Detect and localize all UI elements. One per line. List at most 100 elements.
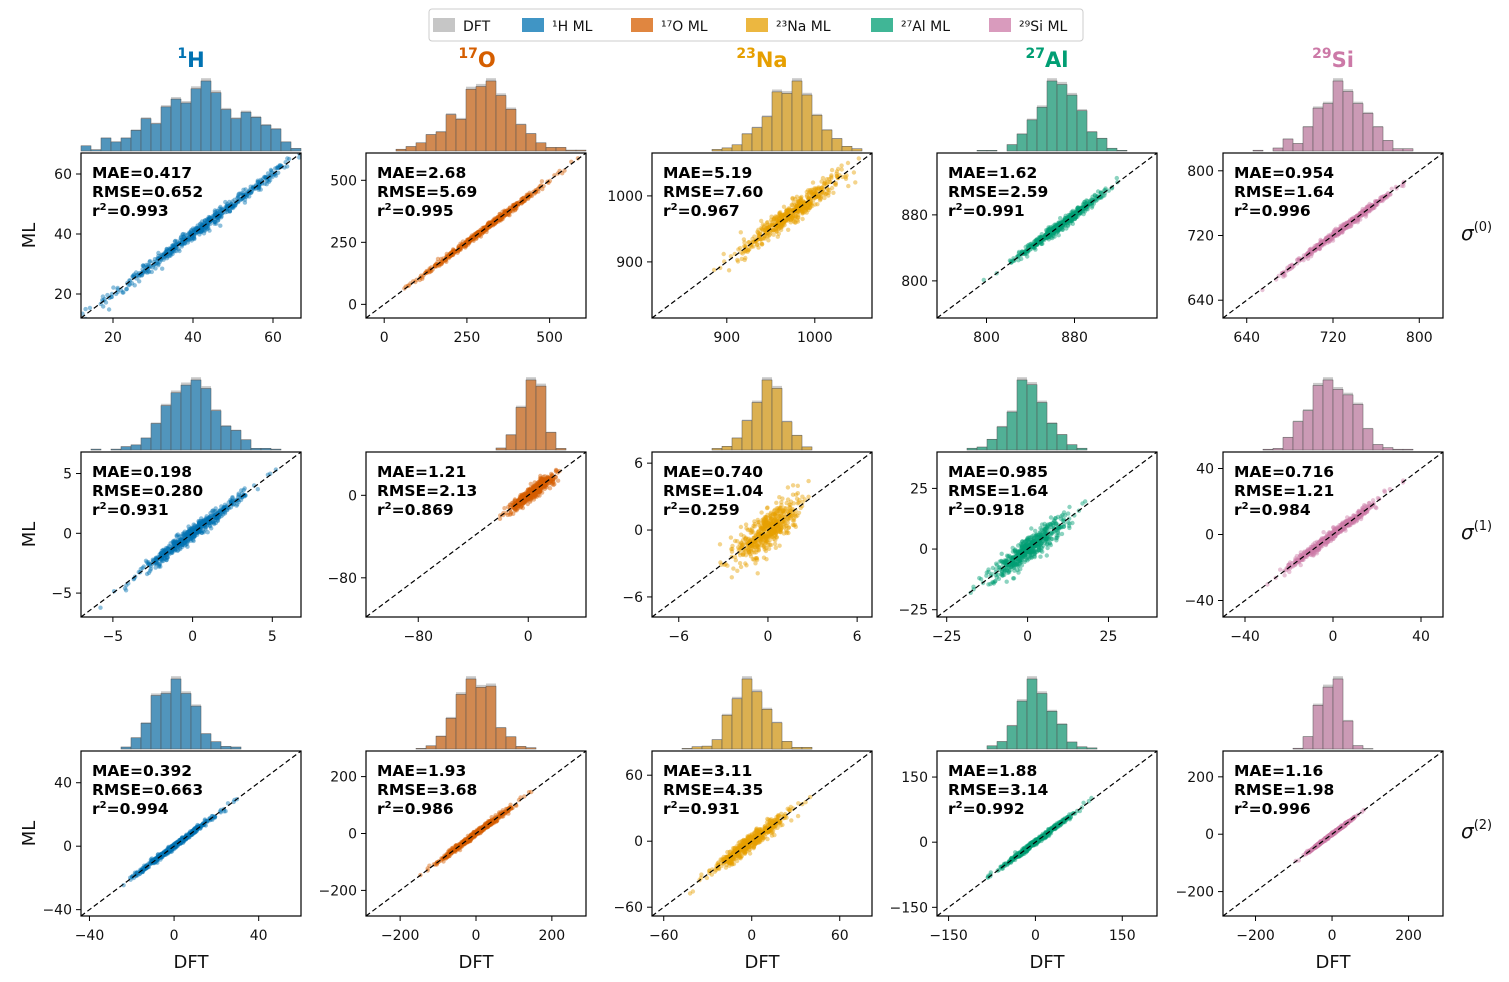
marginal-histogram — [91, 377, 281, 450]
data-point — [186, 530, 190, 534]
data-point — [756, 245, 760, 249]
hist-bar-ml — [842, 146, 852, 151]
data-point — [759, 526, 763, 530]
data-point — [742, 244, 746, 248]
hist-bar-ml — [722, 446, 732, 450]
data-point — [749, 528, 753, 532]
data-point — [744, 563, 748, 567]
metric-rmse: RMSE=7.60 — [663, 183, 764, 201]
data-point — [197, 520, 201, 524]
data-point — [1012, 576, 1016, 580]
data-point — [750, 544, 754, 548]
hist-bar-ml — [566, 150, 576, 151]
hist-bar-ml — [171, 393, 181, 450]
data-point — [786, 485, 790, 489]
hist-bar-ml — [191, 89, 201, 151]
hist-bar-ml — [1253, 150, 1263, 151]
hist-bar-ml — [406, 147, 416, 152]
legend-label: DFT — [463, 19, 491, 35]
marginal-histogram — [496, 377, 566, 450]
legend-swatch — [746, 18, 768, 32]
data-point — [526, 502, 530, 506]
data-point — [718, 542, 722, 546]
data-point — [84, 317, 88, 321]
data-point — [743, 258, 747, 262]
hist-bar-ml — [121, 447, 131, 450]
hist-bar-ml — [271, 129, 281, 151]
x-tick-label: 5 — [268, 629, 277, 645]
x-tick-label: 250 — [454, 330, 481, 346]
marginal-histogram — [712, 377, 812, 450]
hist-bar-ml — [456, 119, 466, 151]
hist-bar-ml — [181, 103, 191, 151]
data-point — [792, 523, 796, 527]
data-point — [149, 567, 153, 571]
hist-bar-ml — [231, 119, 241, 151]
data-point — [1083, 499, 1087, 503]
legend-label: ²⁹Si ML — [1019, 19, 1068, 35]
data-point — [98, 606, 102, 610]
data-point — [844, 177, 848, 181]
data-point — [1000, 552, 1004, 556]
hist-bar-ml — [546, 432, 556, 450]
data-point — [773, 227, 777, 231]
data-point — [218, 205, 222, 209]
metric-r2: r2=0.991 — [948, 202, 1025, 220]
data-point — [144, 270, 148, 274]
data-point — [777, 544, 781, 548]
data-point — [1070, 521, 1074, 525]
metric-mae: MAE=2.68 — [377, 164, 466, 182]
hist-bar-ml — [1363, 113, 1373, 151]
row-label: σ(2) — [1461, 818, 1492, 843]
data-point — [782, 221, 786, 225]
hist-bar-ml — [752, 403, 762, 451]
data-point — [157, 552, 161, 556]
metric-mae: MAE=5.19 — [663, 164, 752, 182]
legend-swatch — [433, 18, 455, 32]
data-point — [788, 503, 792, 507]
hist-bar-ml — [1117, 150, 1127, 151]
data-point — [763, 541, 767, 545]
data-point — [712, 268, 716, 272]
data-point — [791, 483, 795, 487]
hist-bar-ml — [1037, 107, 1047, 151]
hist-bar-ml — [446, 115, 456, 151]
hist-bar-ml — [1393, 149, 1403, 151]
data-point — [718, 560, 722, 564]
hist-bar-ml — [171, 99, 181, 151]
x-tick-label: 800 — [973, 330, 1000, 346]
data-point — [760, 237, 764, 241]
data-point — [140, 566, 144, 570]
data-point — [772, 527, 776, 531]
data-point — [202, 228, 206, 232]
data-point — [852, 170, 856, 174]
hist-bar-ml — [151, 124, 161, 151]
metric-r2: r2=0.996 — [1234, 202, 1311, 220]
metric-mae: MAE=0.740 — [663, 463, 763, 481]
data-point — [984, 574, 988, 578]
hist-bar-ml — [782, 93, 792, 151]
data-point — [757, 520, 761, 524]
hist-bar-ml — [1303, 127, 1313, 151]
data-point — [1058, 216, 1062, 220]
hist-bar-ml — [536, 143, 546, 151]
data-point — [171, 243, 175, 247]
data-point — [829, 176, 833, 180]
data-point — [731, 566, 735, 570]
data-point — [781, 508, 785, 512]
data-point — [233, 203, 237, 207]
data-point — [811, 180, 815, 184]
hist-bar-ml — [241, 112, 251, 151]
data-point — [739, 533, 743, 537]
hist-bar-ml — [536, 386, 546, 450]
y-tick-label: 0 — [63, 526, 72, 542]
hist-bar-ml — [576, 150, 586, 151]
hist-bar-ml — [1057, 85, 1067, 152]
data-point — [1057, 228, 1061, 232]
column-header: 1H — [177, 46, 204, 72]
x-tick-label: 720 — [1320, 330, 1347, 346]
metric-mae: MAE=1.21 — [377, 463, 466, 481]
